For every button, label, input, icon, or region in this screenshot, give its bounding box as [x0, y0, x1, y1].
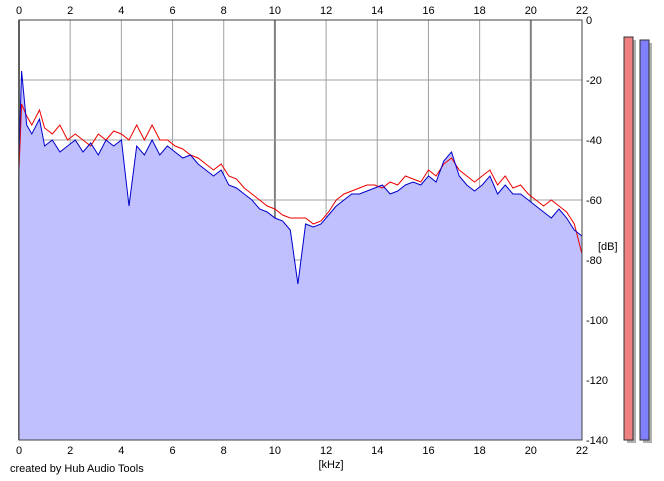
x-tick-label-top: 16 [422, 5, 434, 17]
x-tick-label-top: 8 [221, 5, 227, 17]
x-tick-label-bottom: 10 [269, 445, 281, 457]
series-line-1 [18, 103, 583, 255]
x-tick-label-top: 14 [371, 5, 383, 17]
y-tick-label: 0 [586, 15, 592, 27]
x-tick-label-top: 18 [474, 5, 486, 17]
y-tick-label: -20 [586, 75, 602, 87]
x-tick-label-top: 10 [269, 5, 281, 17]
level-meters [623, 36, 652, 443]
meter-bar-1 [623, 36, 634, 441]
y-tick-label: -120 [586, 375, 608, 387]
x-tick-label-top: 0 [16, 5, 22, 17]
x-tick-label-bottom: 0 [16, 445, 22, 457]
spectrum-fill [19, 71, 582, 440]
x-tick-label-bottom: 20 [525, 445, 537, 457]
x-tick-label-bottom: 8 [221, 445, 227, 457]
x-tick-label-top: 22 [576, 5, 588, 17]
x-tick-label-bottom: 18 [474, 445, 486, 457]
x-tick-label-top: 2 [67, 5, 73, 17]
y-tick-label: -60 [586, 195, 602, 207]
plot-area [18, 70, 583, 440]
x-tick-label-bottom: 2 [67, 445, 73, 457]
x-tick-label-top: 12 [320, 5, 332, 17]
x-tick-label-bottom: 22 [576, 445, 588, 457]
plot-frame [18, 19, 583, 441]
y-tick-label: -140 [586, 435, 608, 447]
x-tick-label-top: 4 [118, 5, 124, 17]
y-tick-label: -100 [586, 315, 608, 327]
y-axis-label: [dB] [598, 241, 618, 253]
axes: 002244668810101212141416161818202022220-… [16, 5, 608, 457]
x-axis-label: [kHz] [318, 459, 343, 471]
x-tick-label-bottom: 16 [422, 445, 434, 457]
x-tick-label-bottom: 4 [118, 445, 124, 457]
x-tick-label-top: 20 [525, 5, 537, 17]
credit-text: created by Hub Audio Tools [10, 463, 144, 475]
x-tick-label-top: 6 [169, 5, 175, 17]
series-line-2 [18, 70, 583, 285]
y-tick-label: -40 [586, 135, 602, 147]
x-tick-label-bottom: 6 [169, 445, 175, 457]
x-tick-label-bottom: 12 [320, 445, 332, 457]
meter-bar-2 [639, 39, 650, 441]
x-tick-label-bottom: 14 [371, 445, 383, 457]
y-tick-label: -80 [586, 255, 602, 267]
